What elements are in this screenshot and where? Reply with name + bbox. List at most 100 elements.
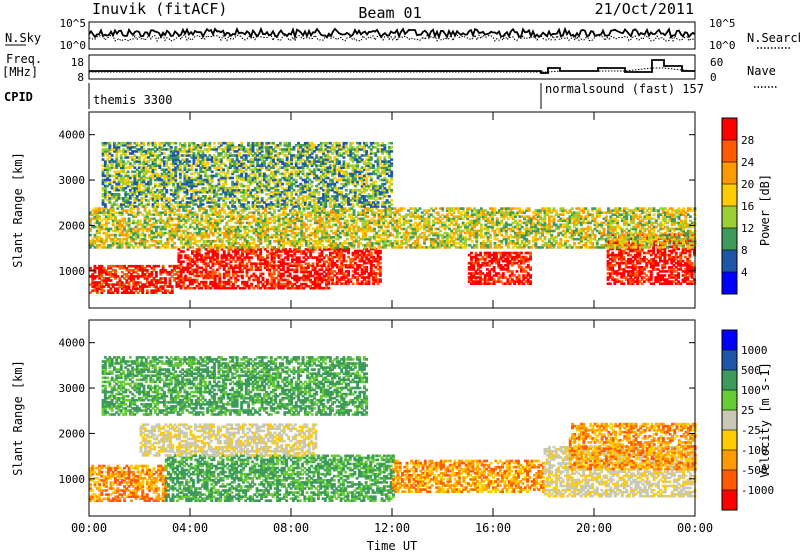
heatmap-cell xyxy=(259,235,263,239)
heatmap-cell xyxy=(361,225,365,229)
heatmap-cell xyxy=(554,223,558,227)
heatmap-cell xyxy=(150,217,154,221)
heatmap-cell xyxy=(204,262,208,265)
heatmap-cell xyxy=(466,225,470,229)
heatmap-cell xyxy=(284,262,288,265)
heatmap-cell xyxy=(545,242,549,245)
heatmap-cell xyxy=(245,213,249,216)
heatmap-cell xyxy=(373,235,376,239)
heatmap-cell xyxy=(209,231,213,235)
heatmap-cell xyxy=(622,268,626,271)
heatmap-cell xyxy=(179,239,183,243)
heatmap-cell xyxy=(638,259,642,263)
heatmap-cell xyxy=(489,235,492,239)
heatmap-cell xyxy=(286,237,290,241)
heatmap-cell xyxy=(391,217,395,221)
heatmap-cell xyxy=(640,249,644,253)
heatmap-cell xyxy=(443,244,447,247)
heatmap-cell xyxy=(177,278,181,282)
heatmap-cell xyxy=(295,244,299,247)
heatmap-cell xyxy=(622,251,626,255)
heatmap-cell xyxy=(154,281,158,284)
heatmap-cell xyxy=(517,253,521,257)
heatmap-cell xyxy=(211,231,215,235)
heatmap-cell xyxy=(457,215,460,218)
heatmap-cell xyxy=(677,239,680,243)
heatmap-cell xyxy=(475,217,479,221)
heatmap-cell xyxy=(539,246,542,249)
heatmap-cell xyxy=(354,237,358,241)
heatmap-cell xyxy=(247,252,251,255)
heatmap-cell xyxy=(467,272,471,275)
heatmap-cell xyxy=(367,278,371,281)
heatmap-cell xyxy=(608,257,612,261)
heatmap-cell xyxy=(476,282,480,285)
heatmap-cell xyxy=(318,252,322,255)
heatmap-cell xyxy=(191,235,195,239)
heatmap-cell xyxy=(179,225,183,229)
heatmap-cell xyxy=(252,248,256,251)
heatmap-cell xyxy=(323,221,326,225)
freq-label: Freq. xyxy=(6,52,42,66)
heatmap-cell xyxy=(398,244,401,247)
heatmap-cell xyxy=(302,239,306,243)
heatmap-cell xyxy=(175,277,179,280)
heatmap-cell xyxy=(177,266,181,270)
heatmap-cell xyxy=(350,213,354,216)
heatmap-cell xyxy=(476,266,480,269)
heatmap-cell xyxy=(259,252,263,255)
heatmap-cell xyxy=(293,262,297,265)
heatmap-cell xyxy=(391,223,395,227)
heatmap-cell xyxy=(497,276,501,279)
heatmap-cell xyxy=(297,264,301,267)
heatmap-cell xyxy=(382,233,386,237)
heatmap-cell xyxy=(368,227,372,231)
heatmap-cell xyxy=(98,223,101,227)
heatmap-cell xyxy=(320,250,324,253)
heatmap-cell xyxy=(152,233,156,237)
heatmap-cell xyxy=(402,223,406,227)
heatmap-cell xyxy=(282,209,286,212)
heatmap-cell xyxy=(376,264,380,267)
heatmap-cell xyxy=(288,280,292,284)
heatmap-cell xyxy=(284,207,288,210)
heatmap-cell xyxy=(454,227,458,231)
heatmap-cell xyxy=(631,259,635,263)
heatmap-cell xyxy=(220,215,224,218)
heatmap-cell xyxy=(484,209,488,212)
heatmap-cell xyxy=(331,272,334,275)
heatmap-cell xyxy=(452,223,456,227)
heatmap-cell xyxy=(318,256,322,259)
heatmap-cell xyxy=(395,235,399,239)
heatmap-cell xyxy=(107,285,111,288)
heatmap-cell xyxy=(316,225,320,229)
heatmap-cell xyxy=(391,244,395,247)
heatmap-cell xyxy=(498,239,501,243)
heatmap-cell xyxy=(375,223,379,227)
heatmap-cell xyxy=(652,241,655,245)
heatmap-cell xyxy=(357,217,361,221)
heatmap-cell xyxy=(358,266,362,269)
heatmap-cell xyxy=(314,211,317,214)
heatmap-cell xyxy=(127,233,131,237)
heatmap-cell xyxy=(354,215,358,218)
heatmap-cell xyxy=(564,246,567,249)
heatmap-cell xyxy=(658,270,662,273)
heatmap-cell xyxy=(450,239,454,243)
heatmap-cell xyxy=(357,239,361,243)
heatmap-cell xyxy=(279,272,283,276)
heatmap-cell xyxy=(407,213,410,216)
heatmap-cell xyxy=(170,291,174,294)
heatmap-cell xyxy=(109,289,113,292)
heatmap-cell xyxy=(241,233,245,237)
heatmap-cell xyxy=(279,217,283,221)
heatmap-cell xyxy=(197,250,201,253)
heatmap-cell xyxy=(98,269,101,272)
heatmap-cell xyxy=(250,284,253,288)
heatmap-cell xyxy=(541,223,545,227)
heatmap-cell xyxy=(541,233,545,237)
heatmap-cell xyxy=(275,248,278,251)
heatmap-cell xyxy=(313,276,317,280)
heatmap-cell xyxy=(459,215,463,218)
heatmap-cell xyxy=(566,217,570,221)
